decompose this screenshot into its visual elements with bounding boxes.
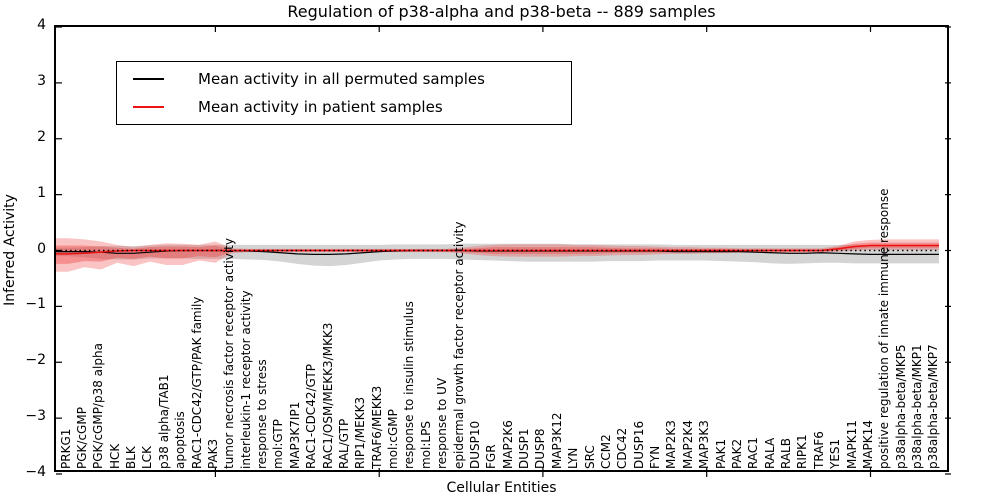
permuted-samples-range-band	[56, 243, 939, 267]
x-category-label: TRAF6/MEKK3	[369, 385, 384, 469]
x-category-label: PGK/cGMP	[74, 407, 89, 469]
x-category-label: LYN	[566, 447, 581, 469]
x-category-label: MAPK11	[844, 420, 859, 469]
y-tick-label: −4	[25, 464, 46, 480]
legend-item-patient: Mean activity in patient samples	[117, 94, 571, 120]
x-category-label: mol:LPS	[418, 421, 433, 469]
x-category-label: MAP2K4	[680, 420, 695, 469]
legend-line-sample-patient	[133, 106, 164, 108]
x-axis-label: Cellular Entities	[446, 480, 557, 496]
x-category-label: RAC1/OSM/MEKK3/MKK3	[320, 322, 335, 469]
x-category-label: p38 alpha/TAB1	[156, 374, 171, 469]
x-category-label: apoptosis	[173, 411, 188, 469]
x-category-label: MAPK14	[860, 420, 875, 469]
x-category-label: MAP3K3	[697, 420, 712, 469]
patient-samples-range-outer-band	[56, 238, 939, 272]
y-tick-label: 3	[37, 72, 46, 89]
x-category-label: RIP1/MEKK3	[353, 396, 368, 469]
x-category-label: interleukin-1 receptor activity	[238, 290, 253, 469]
x-category-label: HCK	[107, 443, 122, 469]
x-category-label: mol:cGMP	[386, 409, 401, 469]
x-category-label: p38alpha-beta/MKP1	[910, 344, 925, 469]
y-tick-label: 1	[37, 184, 46, 201]
legend-label: Mean activity in all permuted samples	[198, 70, 485, 88]
x-category-label: FYN	[648, 445, 663, 469]
legend-item-permuted: Mean activity in all permuted samples	[117, 66, 571, 92]
y-tick-label: 0	[37, 240, 46, 257]
chart-canvas	[56, 26, 951, 477]
x-category-label: DUSP1	[517, 428, 532, 469]
legend-label: Mean activity in patient samples	[198, 98, 443, 116]
x-category-label: RAC1-CDC42/GTP/PAK family	[189, 296, 204, 469]
x-category-label: DUSP10	[467, 420, 482, 469]
x-category-label: TRAF6	[811, 431, 826, 469]
x-category-label: RAC1	[746, 437, 761, 469]
x-category-label: response to insulin stimulus	[402, 301, 417, 469]
y-tick-label: 2	[37, 128, 46, 145]
x-category-label: tumor necrosis factor receptor activity	[222, 238, 237, 469]
x-category-label: SRC	[582, 445, 597, 469]
x-category-label: YES1	[828, 438, 843, 469]
x-category-label: PAK3	[205, 438, 220, 469]
legend-line-sample-permuted	[133, 78, 164, 80]
x-category-label: PRKG1	[58, 428, 73, 469]
x-category-label: MAP3K7IP1	[287, 401, 302, 469]
x-category-label: CDC42	[615, 427, 630, 469]
chart-title: Regulation of p38-alpha and p38-beta -- …	[287, 2, 716, 21]
x-category-label: response to stress	[255, 359, 270, 469]
x-category-label: epidermal growth factor receptor activit…	[451, 221, 466, 469]
x-category-label: FGR	[484, 444, 499, 469]
x-category-label: BLK	[124, 446, 138, 469]
x-category-label: RALA	[762, 437, 777, 469]
y-tick-label: 4	[37, 17, 46, 33]
x-category-label: mol:GTP	[271, 419, 286, 469]
patient-samples-range-inner-band	[56, 242, 939, 264]
x-category-label: RALB	[779, 438, 794, 469]
legend: Mean activity in all permuted samples Me…	[116, 61, 572, 125]
x-category-label: DUSP8	[533, 428, 548, 469]
x-category-label: DUSP16	[631, 420, 646, 469]
y-tick-label: −3	[25, 408, 46, 425]
x-category-label: MAP3K12	[549, 412, 564, 469]
x-category-label: PGK/cGMP/p38 alpha	[91, 343, 106, 469]
x-category-label: MAP2K3	[664, 420, 679, 469]
x-category-label: PAK2	[729, 438, 744, 469]
x-category-label: RAL/GTP	[336, 418, 351, 469]
x-category-label: PAK1	[713, 438, 728, 469]
x-category-label: RIPK1	[795, 434, 810, 469]
x-category-label: CCM2	[598, 434, 613, 469]
plot-area: Mean activity in all permuted samples Me…	[54, 25, 951, 477]
y-tick-label: −2	[25, 352, 46, 369]
x-category-label: p38alpha-beta/MKP5	[893, 344, 908, 469]
x-category-label: RAC1-CDC42/GTP	[304, 364, 319, 469]
x-category-label: MAP2K6	[500, 420, 515, 469]
x-category-label: response to UV	[435, 377, 450, 469]
x-category-label: p38alpha-beta/MKP7	[926, 344, 941, 469]
x-category-label: positive regulation of innate immune res…	[877, 188, 892, 469]
y-tick-label: −1	[25, 296, 46, 313]
x-category-label: LCK	[140, 446, 155, 469]
